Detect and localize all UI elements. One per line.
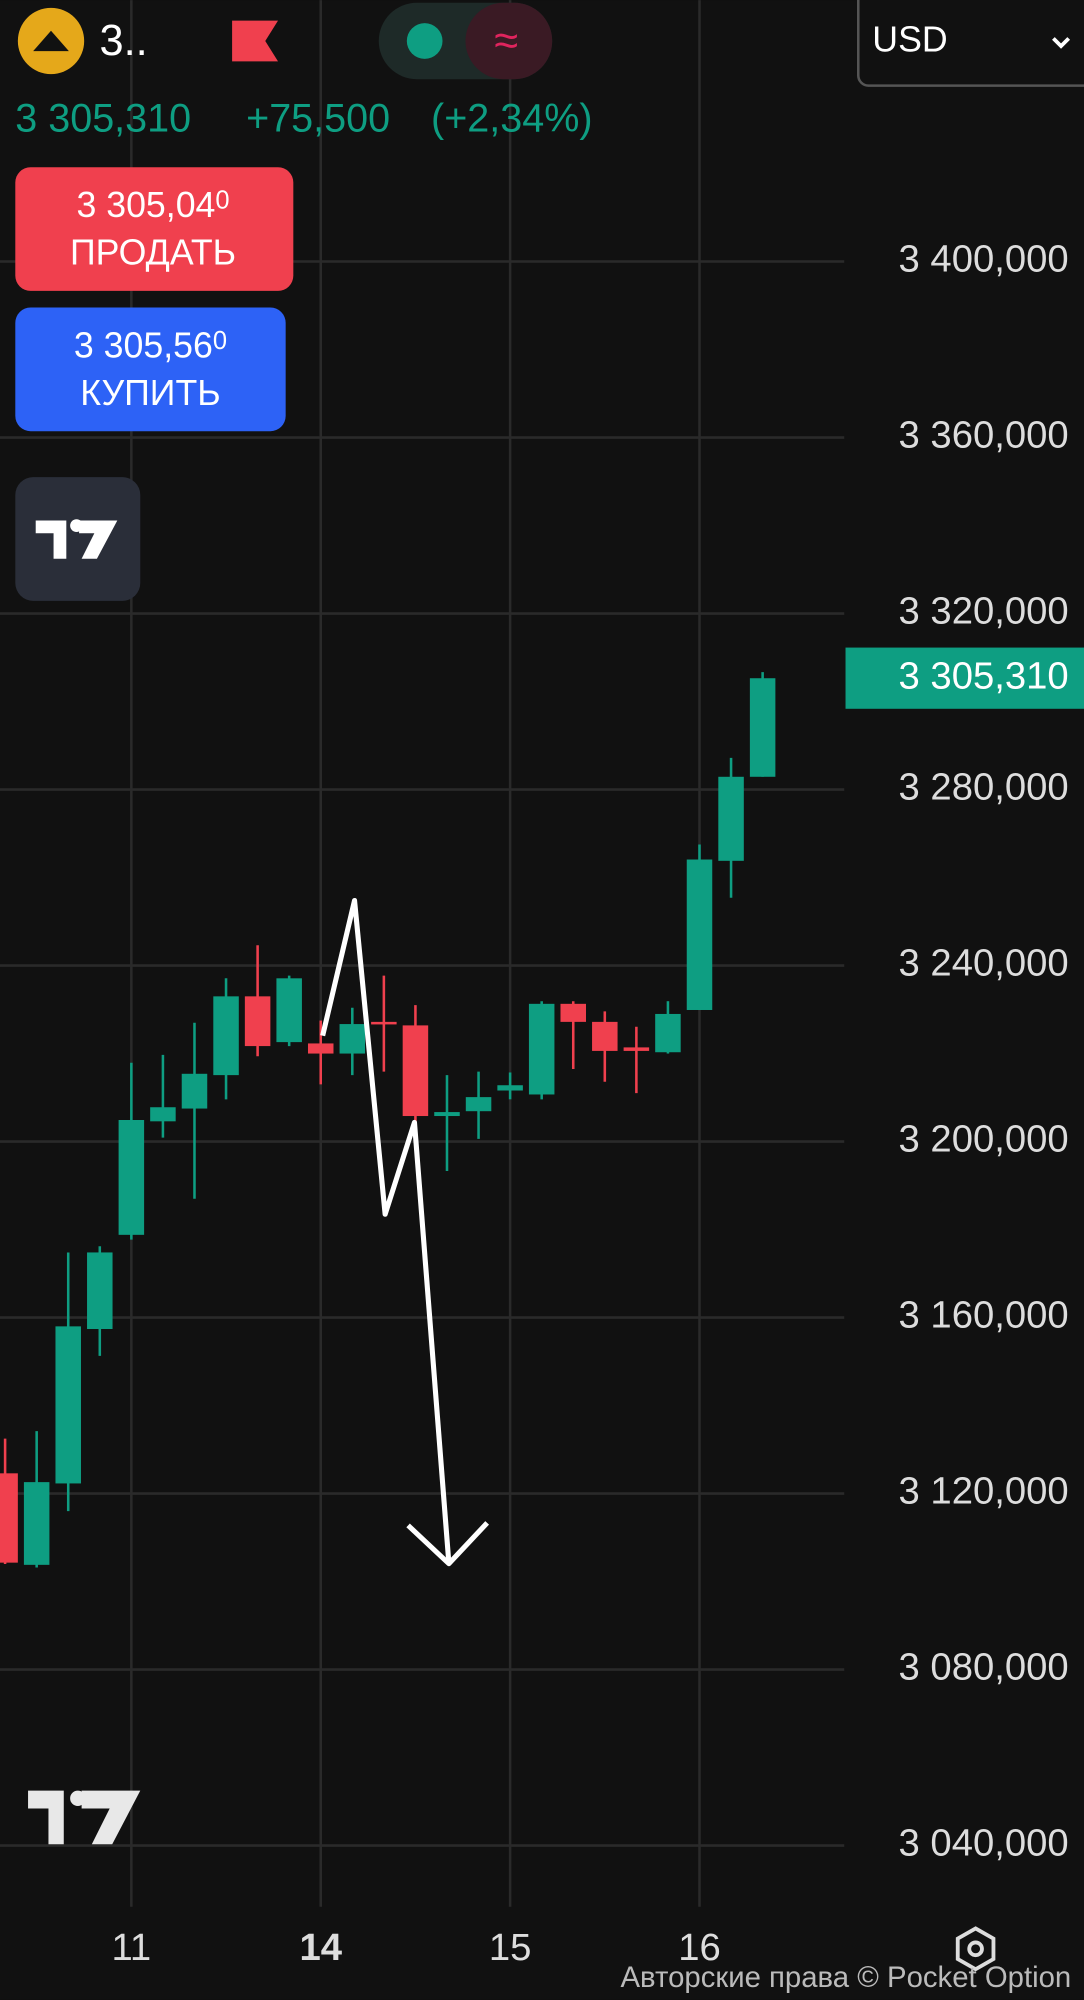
y-tick-label: 3 040,000 xyxy=(899,1822,1069,1865)
candle-body xyxy=(623,1047,650,1051)
mode-toggle-right xyxy=(465,2,553,80)
tv-watermark xyxy=(28,1790,141,1845)
header-price: 3 305,310 xyxy=(15,97,191,141)
y-tick-label: 3 080,000 xyxy=(899,1646,1069,1689)
candle-body xyxy=(686,859,713,1010)
y-tick-label: 3 200,000 xyxy=(899,1118,1069,1161)
candle-body xyxy=(592,1021,618,1051)
candle-body xyxy=(307,1043,334,1054)
asset-icon-mark xyxy=(33,30,69,52)
candle-body xyxy=(0,1473,18,1563)
settings-icon[interactable] xyxy=(955,1926,996,1972)
sell-button[interactable] xyxy=(15,167,294,291)
last-price-tag xyxy=(845,647,1084,709)
sell-label: ПРОДАТЬ xyxy=(70,233,236,273)
sell-price: 3 305,040 xyxy=(76,185,229,225)
y-tick-label: 3 160,000 xyxy=(899,1294,1069,1337)
buy-button[interactable] xyxy=(15,307,286,432)
arrow-head xyxy=(406,1521,490,1567)
toggle-wave: ≈ xyxy=(494,17,518,65)
toggle-dot xyxy=(406,23,443,59)
flag-icon[interactable] xyxy=(232,20,279,62)
settings-icon-center xyxy=(967,1940,984,1958)
candle-body xyxy=(23,1482,50,1565)
y-tick-label: 3 120,000 xyxy=(899,1470,1069,1513)
header-change: +75,500 xyxy=(246,97,390,141)
candle-body xyxy=(339,1024,366,1054)
y-tick-label: 3 400,000 xyxy=(899,238,1069,281)
y-tick-label: 3 360,000 xyxy=(899,414,1069,457)
tv-logo-dot xyxy=(70,519,83,532)
candle-body xyxy=(434,1112,460,1117)
tv-watermark-dot xyxy=(70,1790,86,1806)
y-tick-label: 3 280,000 xyxy=(899,766,1069,809)
buy-price-main: 3 305,56 xyxy=(74,326,213,366)
candle-body xyxy=(402,1025,429,1117)
dropdown-chevron xyxy=(1052,37,1071,49)
candle-body xyxy=(497,1085,523,1091)
candle-body xyxy=(276,978,302,1043)
tv-button[interactable] xyxy=(15,477,141,601)
sell-price-tail: 0 xyxy=(215,186,229,214)
candle-body xyxy=(118,1119,145,1235)
x-tick-label: 14 xyxy=(299,1926,342,1969)
x-tick-label: 15 xyxy=(489,1926,532,1969)
symbol[interactable]: 3.. xyxy=(99,17,147,65)
header-change-pct: (+2,34%) xyxy=(431,97,592,141)
x-tick-label: 16 xyxy=(678,1926,721,1969)
candle-body xyxy=(528,1003,555,1095)
candle-body xyxy=(560,1003,586,1022)
last-price-label: 3 305,310 xyxy=(899,654,1069,697)
drawn-arrow xyxy=(320,897,452,1564)
candle-body xyxy=(749,678,776,777)
tv-logo xyxy=(35,520,118,559)
currency: USD xyxy=(872,20,947,60)
sell-price-main: 3 305,04 xyxy=(76,185,215,225)
buy-price: 3 305,560 xyxy=(74,326,227,366)
candle-body xyxy=(465,1097,492,1112)
candle-body xyxy=(181,1073,208,1109)
candle-body xyxy=(718,776,744,861)
buy-label: КУПИТЬ xyxy=(80,373,220,413)
candle-body xyxy=(244,996,271,1047)
candle-body xyxy=(655,1013,681,1053)
copyright: Авторские права © Pocket Option xyxy=(620,1961,1071,1994)
currency-select[interactable] xyxy=(857,0,1084,87)
candle-body xyxy=(87,1252,113,1330)
candle-body xyxy=(150,1107,176,1122)
y-tick-label: 3 320,000 xyxy=(899,590,1069,633)
candle-body xyxy=(371,1021,397,1025)
x-tick-label: 11 xyxy=(111,1926,151,1969)
y-tick-label: 3 240,000 xyxy=(899,942,1069,985)
candle-body xyxy=(213,996,239,1076)
candle-body xyxy=(55,1326,81,1484)
buy-price-tail: 0 xyxy=(213,327,227,355)
